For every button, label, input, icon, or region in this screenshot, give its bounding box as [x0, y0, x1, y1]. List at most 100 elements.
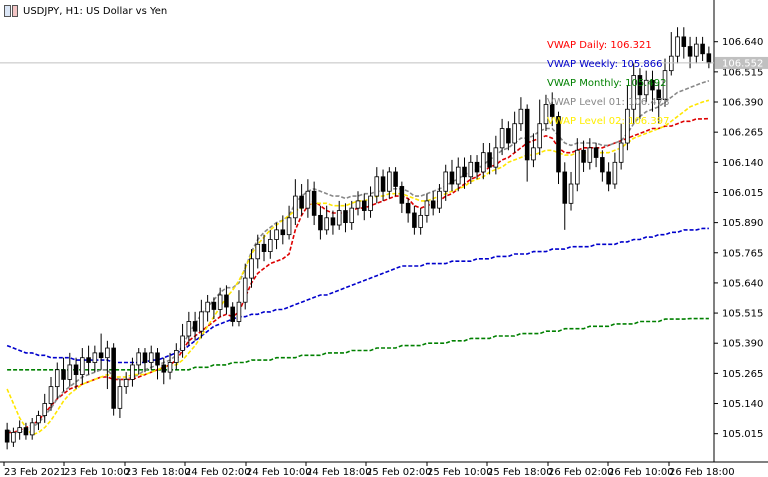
candle-body — [48, 386, 54, 404]
price-tick-label: 105.015 — [722, 429, 763, 440]
time-tick-label: 24 Feb 02:00 — [185, 467, 251, 477]
vwap-line-vwap-weekly — [6, 227, 709, 364]
candle-body — [117, 386, 123, 409]
candle-body — [694, 43, 699, 57]
candle-body — [700, 43, 705, 55]
candle-body — [418, 214, 423, 228]
candle-body — [255, 243, 261, 260]
price-tick-label: 105.515 — [722, 309, 763, 320]
candle-body — [524, 108, 530, 161]
time-tick-label: 24 Feb 18:00 — [306, 467, 372, 477]
candle-body — [324, 217, 329, 231]
candle-body — [518, 108, 524, 125]
candle-body — [305, 190, 311, 209]
candle-body — [299, 195, 304, 209]
candle-body — [61, 369, 66, 380]
candle-body — [217, 294, 223, 310]
chart-title: USDJPY, H1: US Dollar vs Yen — [23, 5, 168, 17]
candle-body — [29, 422, 35, 436]
vwap-weekly-label: VWAP Weekly: 105.866 — [547, 59, 663, 70]
candle-body — [437, 190, 442, 209]
price-tick-label: 106.640 — [722, 37, 763, 48]
price-tick-label: 105.390 — [722, 339, 763, 350]
candle-body — [449, 171, 455, 185]
candle-body — [11, 432, 16, 443]
candle-body — [543, 104, 549, 125]
candle-body — [92, 352, 98, 363]
time-tick-label: 23 Feb 2021 — [4, 467, 66, 477]
candle-body — [637, 75, 643, 96]
candle-body — [242, 277, 248, 303]
candle-body — [80, 357, 85, 375]
candle-body — [618, 142, 624, 163]
candle-body — [180, 335, 185, 351]
candle-body — [424, 200, 430, 216]
candle-body — [280, 229, 286, 236]
time-tick-label: 25 Feb 18:00 — [487, 467, 553, 477]
candle-body — [98, 352, 104, 359]
candle-body — [387, 171, 392, 192]
chart-header: USDJPY, H1: US Dollar vs Yen — [4, 3, 167, 19]
candle-body — [318, 214, 323, 231]
candle-body — [675, 36, 680, 57]
candle-body — [224, 294, 229, 308]
price-tick-label: 106.390 — [722, 98, 763, 109]
candle-body — [136, 352, 141, 366]
candle-body — [443, 171, 448, 192]
candle-body — [355, 200, 361, 209]
time-tick-label: 26 Feb 02:00 — [548, 467, 614, 477]
candle-body — [581, 149, 586, 163]
candle-body — [612, 161, 618, 185]
chart-window-icon — [4, 5, 18, 17]
vwap-monthly-label: VWAP Monthly: 105.492 — [547, 78, 667, 89]
candle-body — [17, 427, 22, 433]
vwap-level-01-label: VWAP Level 01: 106.478 — [547, 97, 670, 108]
candle-body — [293, 195, 298, 219]
candle-body — [54, 369, 60, 388]
time-tick-label: 26 Feb 10:00 — [608, 467, 674, 477]
candle-body — [155, 352, 160, 366]
candle-body — [405, 202, 411, 214]
vwap-line-vwap-monthly — [7, 317, 709, 371]
candle-body — [336, 210, 342, 226]
candle-body — [481, 152, 486, 173]
candle-body — [274, 229, 279, 240]
time-tick-label: 26 Feb 18:00 — [669, 467, 735, 477]
candle-body — [4, 429, 10, 443]
candle-body — [512, 123, 517, 144]
candle-body — [593, 147, 599, 158]
candle-body — [368, 195, 373, 211]
candle-body — [531, 147, 536, 161]
candle-body — [199, 311, 204, 332]
price-tick-label: 105.265 — [722, 369, 763, 380]
time-tick-label: 25 Feb 10:00 — [427, 467, 493, 477]
candle-body — [42, 403, 48, 416]
candle-body — [575, 149, 580, 185]
candle-body — [631, 75, 636, 110]
candle-body — [556, 116, 561, 173]
candle-body — [487, 152, 492, 168]
vwap-daily-label: VWAP Daily: 106.321 — [547, 40, 652, 51]
candle-body — [111, 347, 116, 409]
candle-body — [493, 147, 499, 168]
candle-body — [105, 347, 110, 359]
candle-body — [662, 70, 668, 100]
price-tick-label: 105.140 — [722, 399, 763, 410]
candle-body — [374, 176, 380, 197]
price-tick-label: 106.515 — [722, 67, 763, 78]
candle-body — [399, 186, 405, 204]
candle-body — [311, 190, 317, 216]
candle-body — [412, 212, 417, 228]
candle-body — [205, 301, 210, 313]
candle-body — [236, 301, 242, 322]
candle-body — [261, 243, 267, 252]
candle-body — [167, 362, 173, 373]
candle-body — [67, 364, 73, 380]
candle-body — [650, 79, 655, 91]
candle-body — [549, 104, 555, 117]
candle-body — [499, 128, 505, 149]
candle-body — [361, 200, 367, 211]
candle-body — [186, 321, 192, 337]
price-tick-label: 105.765 — [722, 248, 763, 259]
